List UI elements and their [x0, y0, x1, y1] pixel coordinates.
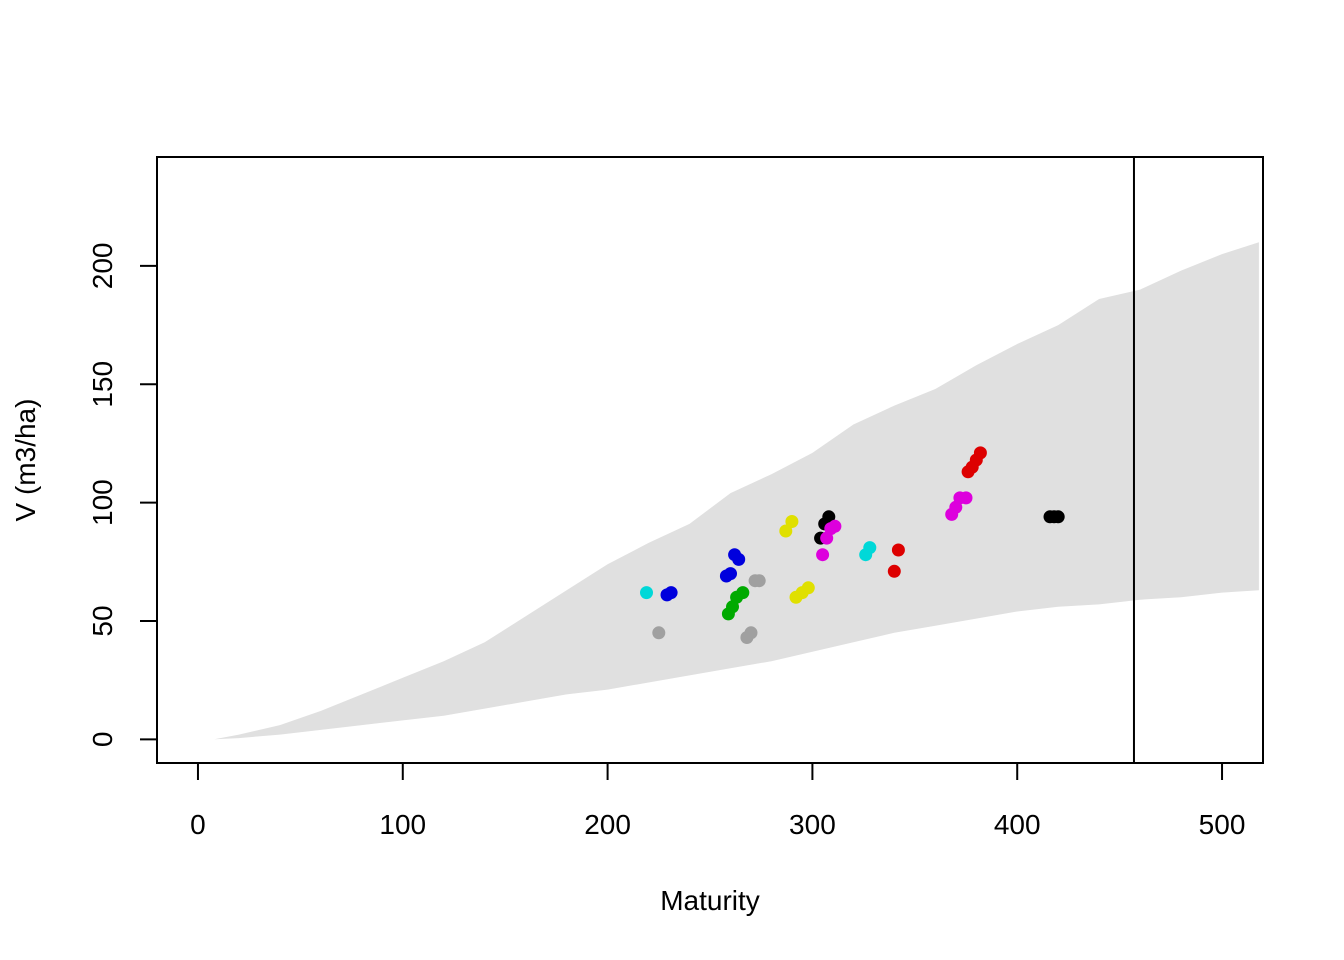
data-point — [732, 552, 746, 566]
data-point — [779, 524, 793, 538]
data-point — [887, 564, 901, 578]
band-area — [214, 242, 1259, 740]
y-tick-label: 100 — [87, 479, 118, 526]
data-point — [724, 567, 737, 581]
data-point — [752, 574, 766, 588]
confidence-band — [214, 242, 1259, 740]
data-point — [959, 491, 973, 505]
y-axis: 0 50 100 150 200 — [87, 243, 158, 748]
y-tick-label: 0 — [87, 732, 118, 748]
data-point — [744, 626, 758, 640]
data-point — [736, 586, 750, 600]
x-axis-title: Maturity — [660, 885, 760, 916]
data-point — [640, 586, 653, 600]
y-axis-title: V (m3/ha) — [10, 399, 41, 522]
x-tick-label: 100 — [379, 809, 426, 840]
x-tick-label: 200 — [584, 809, 631, 840]
y-tick-label: 150 — [87, 361, 118, 408]
data-point — [973, 446, 987, 460]
y-tick-label: 50 — [87, 605, 118, 636]
data-point — [828, 519, 842, 533]
data-points — [640, 446, 1065, 644]
data-point — [785, 515, 799, 528]
data-point — [891, 543, 905, 557]
x-tick-label: 400 — [994, 809, 1041, 840]
x-axis: 0 100 200 300 400 500 — [190, 762, 1246, 840]
data-point — [652, 626, 666, 640]
y-tick-label: 200 — [87, 243, 118, 290]
x-tick-label: 0 — [190, 809, 206, 840]
data-point — [1051, 510, 1065, 524]
data-point — [801, 581, 815, 595]
data-point — [863, 541, 877, 555]
data-point — [822, 510, 836, 524]
data-point — [816, 548, 830, 562]
x-tick-label: 500 — [1199, 809, 1246, 840]
data-point — [664, 586, 678, 600]
x-tick-label: 300 — [789, 809, 836, 840]
